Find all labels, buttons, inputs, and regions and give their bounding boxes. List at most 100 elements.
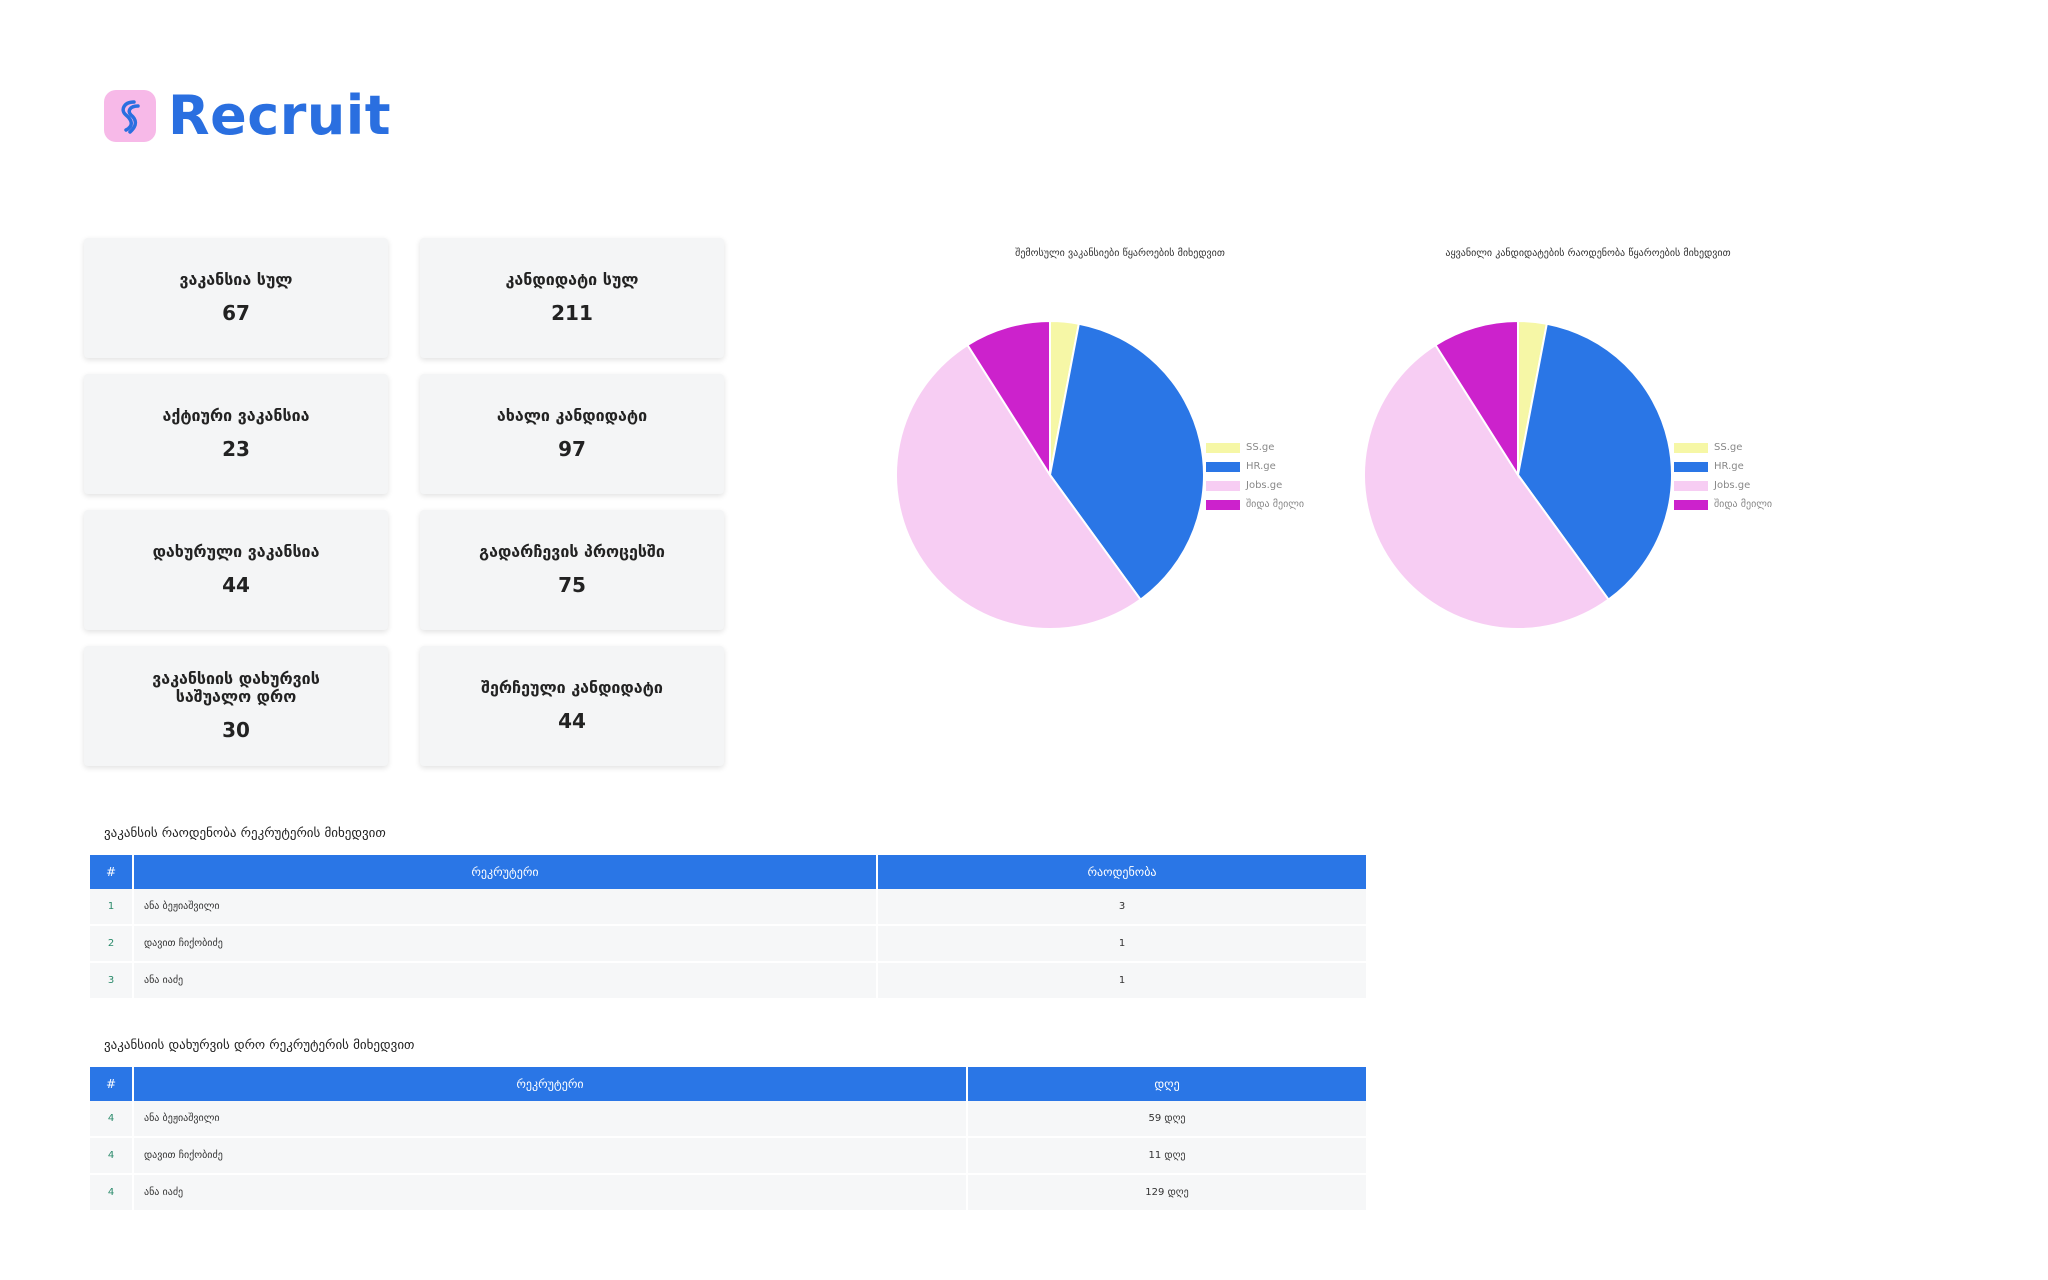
stat-label: შერჩეული კანდიდატი: [481, 678, 663, 697]
pie-chart-vacancies-by-source: შემოსული ვაკანსიები წყაროების მიხედვით S…: [890, 240, 1350, 640]
table-header-row: # რეკრუტერი რაოდენობა: [90, 855, 1366, 889]
legend-item-internal-mail[interactable]: შიდა მეილი: [1674, 495, 1772, 514]
row-days: 11 დღე: [967, 1137, 1366, 1175]
legend-item-internal-mail[interactable]: შიდა მეილი: [1206, 495, 1304, 514]
chart-title: შემოსული ვაკანსიები წყაროების მიხედვით: [1015, 248, 1225, 259]
stat-card-closed-vacancies: დახურული ვაკანსია 44: [84, 510, 388, 630]
recruiter-vacancy-count-table: # რეკრუტერი რაოდენობა 1 ანა ბეჟიაშვილი 3…: [90, 855, 1366, 1000]
legend-swatch: [1674, 442, 1708, 453]
row-count: 1: [877, 962, 1366, 1000]
column-header-index[interactable]: #: [90, 855, 134, 889]
stat-card-new-candidates: ახალი კანდიდატი 97: [420, 374, 724, 494]
pie-slice-internal-mail[interactable]: [966, 319, 1051, 479]
pie-chart-svg: [895, 319, 1205, 630]
legend-swatch: [1674, 480, 1708, 491]
stat-value: 23: [222, 437, 250, 461]
legend-item-ss[interactable]: SS.ge: [1206, 438, 1304, 457]
row-count: 3: [877, 889, 1366, 926]
stat-label: ახალი კანდიდატი: [496, 406, 648, 425]
table-row[interactable]: 1 ანა ბეჟიაშვილი 3: [90, 889, 1366, 926]
legend-swatch: [1674, 499, 1708, 510]
stat-value: 44: [558, 709, 586, 733]
chart-legend: SS.ge HR.ge Jobs.ge შიდა მეილი: [1206, 438, 1304, 514]
row-recruiter: ანა ბეჟიაშვილი: [133, 889, 878, 926]
row-recruiter: ანა იაძე: [133, 1174, 968, 1212]
column-header-days[interactable]: დღე: [967, 1067, 1366, 1101]
stat-card-active-vacancies: აქტიური ვაკანსია 23: [84, 374, 388, 494]
legend-item-hr[interactable]: HR.ge: [1674, 457, 1772, 476]
row-index: 1: [90, 889, 134, 926]
column-header-count[interactable]: რაოდენობა: [877, 855, 1366, 889]
stat-value: 211: [551, 301, 593, 325]
stat-card-candidates-total: კანდიდატი სულ 211: [420, 238, 724, 358]
legend-label: SS.ge: [1246, 442, 1275, 453]
row-index: 3: [90, 962, 134, 1000]
table-row[interactable]: 4 დავით ჩიქობიძე 11 დღე: [90, 1137, 1366, 1175]
stat-label: აქტიური ვაკანსია: [162, 406, 310, 425]
row-index: 4: [90, 1101, 134, 1138]
legend-label: HR.ge: [1714, 461, 1744, 472]
column-header-recruiter[interactable]: რეკრუტერი: [133, 1067, 968, 1101]
stat-label: გადარჩევის პროცესში: [479, 542, 665, 561]
stat-value: 30: [222, 718, 250, 742]
stat-card-selected-candidates: შერჩეული კანდიდატი 44: [420, 646, 724, 766]
stat-label: კანდიდატი სულ: [505, 270, 639, 289]
legend-label: შიდა მეილი: [1246, 499, 1305, 510]
row-index: 4: [90, 1174, 134, 1212]
stat-value: 97: [558, 437, 586, 461]
legend-label: HR.ge: [1246, 461, 1276, 472]
legend-label: Jobs.ge: [1714, 480, 1751, 491]
row-recruiter: ანა ბეჟიაშვილი: [133, 1101, 968, 1138]
stat-value: 44: [222, 573, 250, 597]
pie-slice-jobs[interactable]: [895, 343, 1142, 630]
legend-label: Jobs.ge: [1246, 480, 1283, 491]
legend-item-jobs[interactable]: Jobs.ge: [1674, 476, 1772, 495]
pie-slice-jobs[interactable]: [1363, 343, 1610, 630]
row-count: 1: [877, 925, 1366, 963]
legend-item-jobs[interactable]: Jobs.ge: [1206, 476, 1304, 495]
legend-item-hr[interactable]: HR.ge: [1206, 457, 1304, 476]
table-title: ვაკანსიის დახურვის დრო რეკრუტერის მიხედვ…: [104, 1038, 415, 1053]
pie-slice-hr[interactable]: [1048, 322, 1205, 601]
row-recruiter: დავით ჩიქობიძე: [133, 1137, 968, 1175]
logo-mark-icon: [104, 89, 156, 142]
row-recruiter: ანა იაძე: [133, 962, 878, 1000]
legend-swatch: [1206, 499, 1240, 510]
brand-logo[interactable]: Recruit: [104, 84, 391, 147]
stat-card-avg-close-time: ვაკანსიის დახურვის საშუალო დრო 30: [84, 646, 388, 766]
stat-card-in-selection: გადარჩევის პროცესში 75: [420, 510, 724, 630]
pie-chart-hired-by-source: აყვანილი კანდიდატების რაოდენობა წყაროები…: [1358, 240, 1818, 640]
brand-name: Recruit: [168, 84, 392, 147]
pie-slice-internal-mail[interactable]: [1434, 319, 1519, 479]
row-index: 4: [90, 1137, 134, 1175]
stat-card-vacancies-total: ვაკანსია სულ 67: [84, 238, 388, 358]
table-row[interactable]: 2 დავით ჩიქობიძე 1: [90, 925, 1366, 963]
chart-legend: SS.ge HR.ge Jobs.ge შიდა მეილი: [1674, 438, 1772, 514]
row-recruiter: დავით ჩიქობიძე: [133, 925, 878, 963]
legend-label: შიდა მეილი: [1714, 499, 1773, 510]
row-days: 129 დღე: [967, 1174, 1366, 1212]
column-header-index[interactable]: #: [90, 1067, 134, 1101]
column-header-recruiter[interactable]: რეკრუტერი: [133, 855, 878, 889]
chart-title: აყვანილი კანდიდატების რაოდენობა წყაროები…: [1445, 248, 1731, 259]
stat-value: 75: [558, 573, 586, 597]
legend-item-ss[interactable]: SS.ge: [1674, 438, 1772, 457]
row-index: 2: [90, 925, 134, 963]
table-header-row: # რეკრუტერი დღე: [90, 1067, 1366, 1101]
stat-value: 67: [222, 301, 250, 325]
stats-grid: ვაკანსია სულ 67 კანდიდატი სულ 211 აქტიურ…: [84, 238, 724, 766]
pie-chart-svg: [1363, 319, 1673, 630]
legend-swatch: [1674, 461, 1708, 472]
table-row[interactable]: 4 ანა ბეჟიაშვილი 59 დღე: [90, 1101, 1366, 1138]
legend-swatch: [1206, 461, 1240, 472]
table-row[interactable]: 4 ანა იაძე 129 დღე: [90, 1174, 1366, 1212]
row-days: 59 დღე: [967, 1101, 1366, 1138]
stat-label: ვაკანსიის დახურვის საშუალო დრო: [152, 669, 320, 706]
pie-slice-hr[interactable]: [1516, 322, 1673, 601]
legend-swatch: [1206, 480, 1240, 491]
recruiter-close-time-section: ვაკანსიის დახურვის დრო რეკრუტერის მიხედვ…: [90, 1038, 1366, 1212]
stat-label: ვაკანსია სულ: [179, 270, 293, 289]
table-row[interactable]: 3 ანა იაძე 1: [90, 962, 1366, 1000]
table-title: ვაკანსის რაოდენობა რეკრუტერის მიხედვით: [104, 826, 386, 841]
